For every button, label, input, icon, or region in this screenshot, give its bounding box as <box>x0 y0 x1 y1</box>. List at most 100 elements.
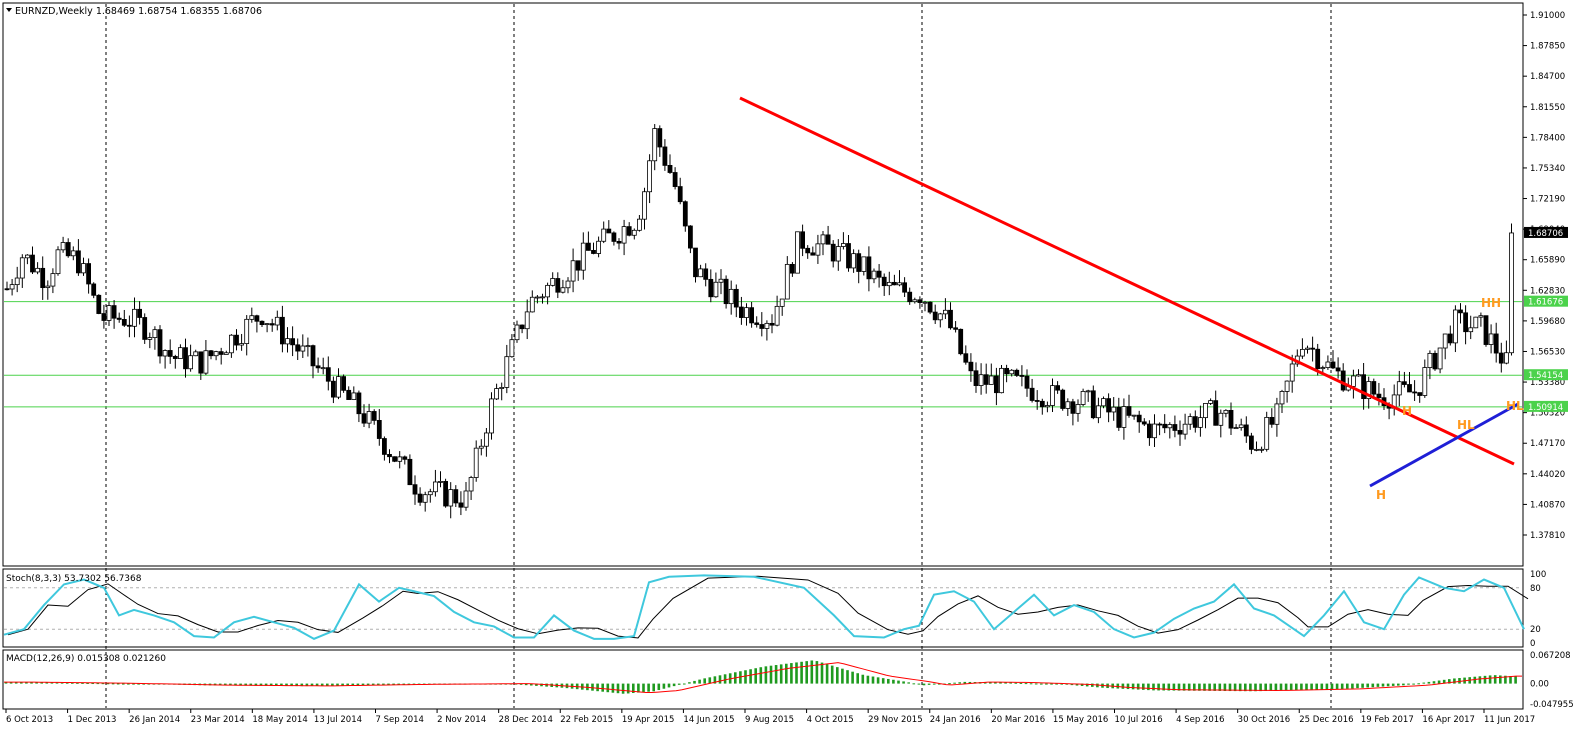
candle-body <box>744 307 749 318</box>
candle-body <box>657 128 663 148</box>
macd-histogram-bar <box>1422 682 1426 684</box>
stochastic-pane[interactable] <box>2 568 1524 648</box>
candle-body <box>208 350 214 357</box>
macd-histogram-bar <box>1488 675 1492 684</box>
candle-body <box>524 311 530 330</box>
macd-histogram-bar <box>71 682 74 684</box>
macd-histogram-bar <box>683 683 686 685</box>
candle-body <box>953 327 958 330</box>
candle-body <box>1116 406 1122 428</box>
macd-histogram-bar <box>657 683 661 691</box>
time-tick-label: 9 Aug 2015 <box>745 715 794 725</box>
candle-body <box>1310 347 1315 350</box>
candle-body <box>1106 398 1111 413</box>
candle-body <box>535 296 540 299</box>
price-tick-label: 1.40870 <box>1530 500 1565 510</box>
macd-histogram-bar <box>535 683 538 686</box>
downtrend-line[interactable] <box>739 96 1515 466</box>
candle-body <box>907 291 913 303</box>
macd-histogram-bar <box>1284 683 1288 691</box>
price-pane[interactable] <box>2 2 1524 567</box>
macd-histogram-bar <box>397 683 400 685</box>
time-tick-label: 15 May 2016 <box>1053 715 1108 725</box>
candle-body <box>856 253 862 272</box>
candle-body <box>1060 389 1066 409</box>
candle-body <box>397 456 403 462</box>
macd-histogram-bar <box>846 670 849 684</box>
candle-body <box>4 288 10 291</box>
macd-histogram-bar <box>994 682 997 684</box>
candle-body <box>121 319 127 326</box>
macd-pane[interactable] <box>2 649 1524 710</box>
macd-histogram-bar <box>698 679 701 684</box>
candle-body <box>387 454 392 458</box>
macd-histogram-bar <box>672 683 676 687</box>
macd-histogram-bar <box>606 683 610 693</box>
candle-body <box>647 160 652 193</box>
macd-histogram-bar <box>912 683 916 685</box>
macd-histogram-bar <box>815 661 819 684</box>
macd-histogram-bar <box>1029 683 1033 685</box>
candle-body <box>1437 347 1443 370</box>
macd-histogram-bar <box>1346 683 1349 689</box>
candle-body <box>295 344 301 352</box>
macd-histogram-bar <box>902 681 905 684</box>
candle-body <box>1458 309 1463 314</box>
current-price-tag <box>1524 226 1568 238</box>
macd-histogram-bar <box>147 683 151 685</box>
candle-body <box>157 329 163 357</box>
candle-body <box>325 367 331 382</box>
macd-histogram-bar <box>983 682 987 684</box>
macd-histogram-bar <box>830 665 834 684</box>
time-tick-label: 24 Jan 2016 <box>930 715 981 725</box>
macd-histogram-bar <box>1493 675 1497 684</box>
candle-body <box>642 191 647 220</box>
macd-histogram-bar <box>989 682 992 684</box>
macd-histogram-bar <box>86 682 89 684</box>
candle-body <box>1090 390 1096 419</box>
macd-histogram-bar <box>708 677 712 684</box>
dropdown-arrow-icon[interactable] <box>6 8 12 12</box>
stoch-main-line <box>3 574 1525 640</box>
time-tick-label: 7 Sep 2014 <box>376 715 424 725</box>
macd-histogram-bar <box>652 683 655 692</box>
candle-body <box>198 351 204 374</box>
macd-histogram-bar <box>1371 683 1375 688</box>
uptrend-line[interactable] <box>1369 402 1519 488</box>
price-tick-label: 1.53380 <box>1530 378 1565 388</box>
macd-histogram-bar <box>1055 683 1058 685</box>
candle-body <box>1223 409 1229 414</box>
candle-body <box>458 502 464 508</box>
macd-histogram-bar <box>611 683 615 693</box>
macd-histogram-bar <box>1478 676 1482 684</box>
candle-body <box>861 256 867 272</box>
macd-histogram-bar <box>1024 683 1028 685</box>
candle-body <box>127 324 132 327</box>
macd-histogram-bar <box>392 683 395 685</box>
candle-body <box>897 282 902 286</box>
macd-histogram-bar <box>65 682 69 684</box>
macd-histogram-bar <box>1509 676 1512 684</box>
macd-histogram-bar <box>774 665 778 684</box>
candle-body <box>315 365 321 369</box>
candle-body <box>968 361 974 372</box>
candle-body <box>203 350 209 374</box>
candle-body <box>723 278 729 305</box>
macd-histogram-bar <box>1315 683 1318 690</box>
macd-histogram-bar <box>953 682 956 684</box>
macd-histogram-bar <box>642 683 645 693</box>
candle-body <box>427 491 433 496</box>
macd-histogram-bar <box>1177 683 1181 691</box>
candle-body <box>448 489 454 507</box>
macd-histogram-bar <box>305 683 309 687</box>
candle-body <box>228 334 234 354</box>
macd-histogram-bar <box>101 683 105 685</box>
macd-histogram-bar <box>224 683 227 686</box>
candle-body <box>637 218 642 231</box>
time-tick-label: 14 Jun 2015 <box>683 715 734 725</box>
candle-body <box>876 270 882 278</box>
macd-histogram-bar <box>805 661 808 684</box>
candle-body <box>1509 232 1514 354</box>
candle-body <box>116 317 122 320</box>
